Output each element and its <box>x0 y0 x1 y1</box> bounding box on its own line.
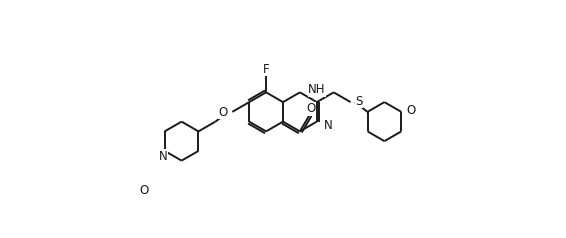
Text: F: F <box>263 63 269 76</box>
Text: O: O <box>406 104 416 117</box>
Text: N: N <box>324 119 333 132</box>
Text: O: O <box>219 106 228 119</box>
Text: NH: NH <box>308 83 325 96</box>
Text: O: O <box>306 102 315 115</box>
Text: S: S <box>355 95 363 108</box>
Text: N: N <box>158 150 167 163</box>
Text: O: O <box>139 184 149 197</box>
